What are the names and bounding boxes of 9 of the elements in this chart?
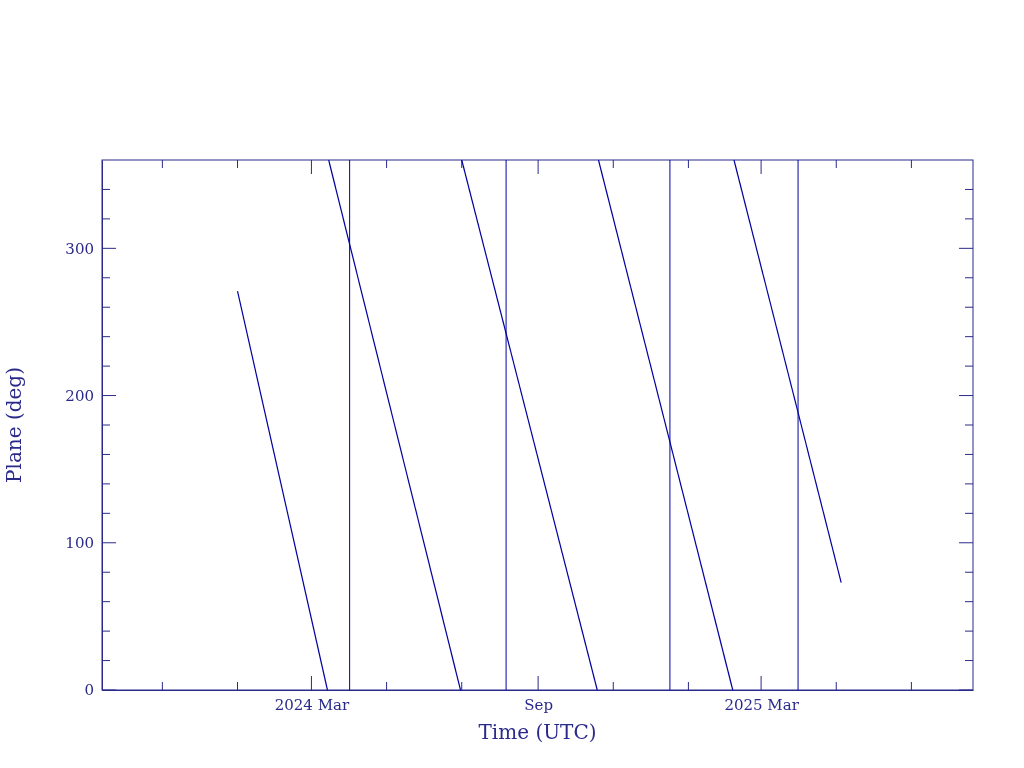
y-tick-label: 100 [65, 534, 94, 553]
x-tick-label: 2025 Mar [724, 695, 800, 714]
x-tick-label: 2024 Mar [274, 695, 350, 714]
y-axis-title: Plane (deg) [2, 367, 26, 483]
x-tick-label: Sep [524, 695, 553, 714]
y-tick-label: 300 [65, 239, 94, 258]
y-tick-label: 0 [84, 681, 94, 700]
y-tick-label: 200 [65, 386, 94, 405]
x-axis-title: Time (UTC) [478, 720, 597, 744]
